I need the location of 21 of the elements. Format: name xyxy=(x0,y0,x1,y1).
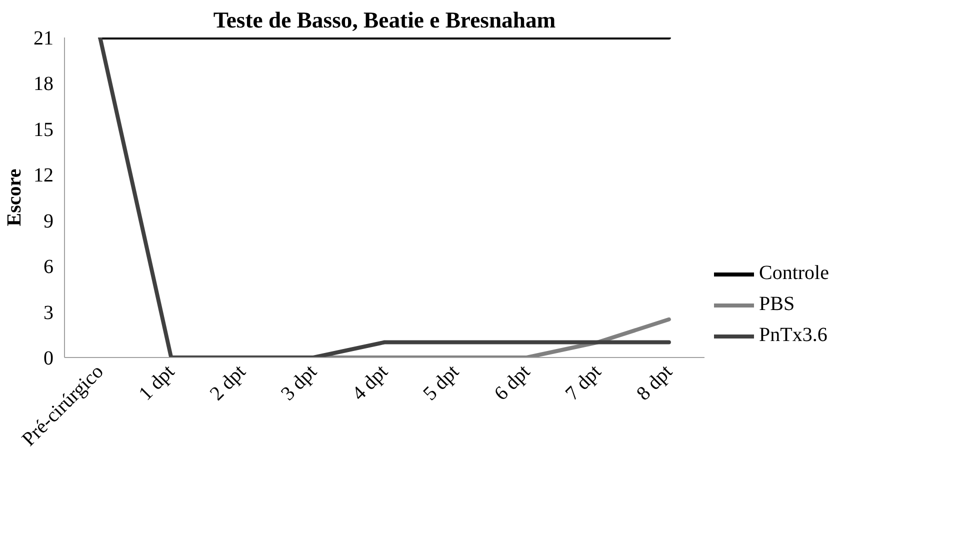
y-tick-label: 0 xyxy=(44,348,54,370)
y-tick-label: 12 xyxy=(34,164,54,187)
y-tick-label: 18 xyxy=(34,73,54,96)
x-tick-label: 8 dpt xyxy=(632,360,678,405)
x-tick-label: 6 dpt xyxy=(490,360,535,405)
y-tick-label: 15 xyxy=(34,118,54,141)
y-axis-title: Escore xyxy=(4,168,26,226)
x-tick-label: 3 dpt xyxy=(276,360,322,405)
y-tick-label: 3 xyxy=(44,302,54,324)
x-tick-label: 7 dpt xyxy=(561,360,606,405)
x-tick-label: 4 dpt xyxy=(348,360,393,405)
legend-label: Controle xyxy=(759,262,829,285)
y-tick-label: 9 xyxy=(44,210,54,232)
legend-label: PBS xyxy=(759,293,795,316)
chart-title: Teste de Basso, Beatie e Bresnaham xyxy=(213,8,556,32)
x-tick-label: 1 dpt xyxy=(134,360,180,405)
x-tick-label: 5 dpt xyxy=(419,360,464,405)
legend-label: PnTx3.6 xyxy=(759,324,828,347)
x-tick-label: 2 dpt xyxy=(206,360,250,405)
y-tick-label: 6 xyxy=(44,256,54,278)
y-tick-label: 21 xyxy=(34,28,54,50)
